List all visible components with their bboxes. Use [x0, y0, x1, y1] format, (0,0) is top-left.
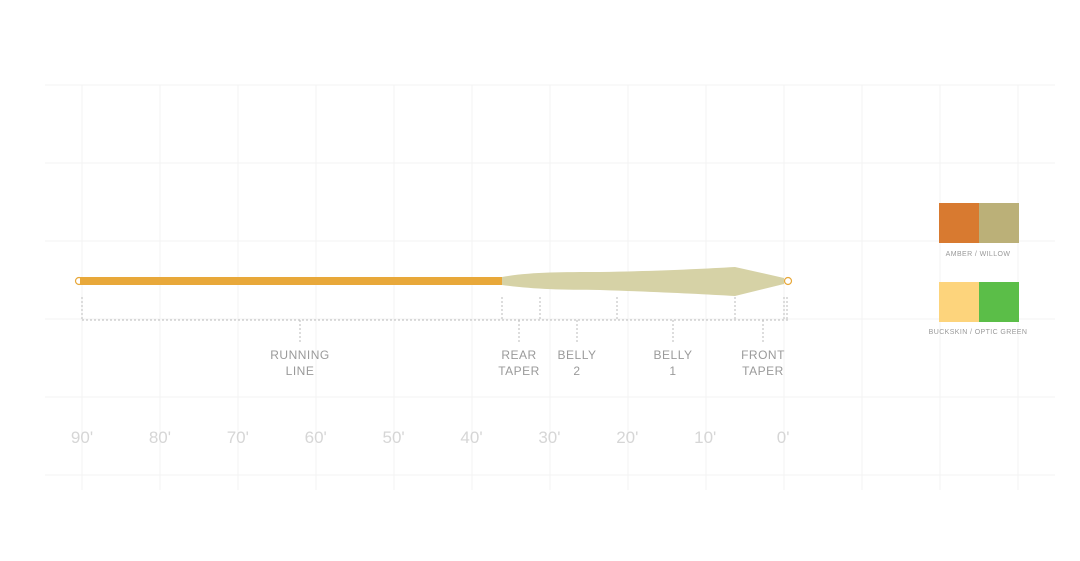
- line-head: [502, 267, 784, 296]
- axis-tick-label: 50': [382, 428, 405, 447]
- legend-label-amber-willow: AMBER / WILLOW: [945, 251, 1011, 258]
- dimension-lines: [81, 297, 788, 343]
- swatch-buckskin: [939, 282, 979, 322]
- segment-label-belly-1: BELLY 1: [653, 348, 693, 378]
- segment-label-running-line: RUNNING LINE: [270, 348, 330, 378]
- segment-label-belly-2: BELLY 2: [557, 348, 597, 378]
- axis-tick-label: 80': [148, 428, 171, 447]
- axis-tick-label: 20': [616, 428, 639, 447]
- legend-label-buckskin-optic-green: BUCKSKIN / OPTIC GREEN: [928, 329, 1028, 336]
- back-loop: [74, 276, 84, 286]
- segment-label-front-taper: FRONT TAPER: [741, 348, 785, 378]
- axis-tick-label: 0': [776, 428, 790, 447]
- running-line: [80, 277, 502, 285]
- axis-tick-label: 70': [226, 428, 249, 447]
- front-loop: [783, 276, 793, 286]
- axis-tick-label: 40': [460, 428, 483, 447]
- swatch-amber: [939, 203, 979, 243]
- segment-label-rear-taper: REAR TAPER: [498, 348, 540, 378]
- axis-tick-label: 10': [694, 428, 717, 447]
- swatch-optic-green: [979, 282, 1019, 322]
- axis-tick-label: 90': [70, 428, 94, 447]
- axis-tick-label: 60': [304, 428, 327, 447]
- swatch-willow: [979, 203, 1019, 243]
- axis-tick-label: 30': [538, 428, 561, 447]
